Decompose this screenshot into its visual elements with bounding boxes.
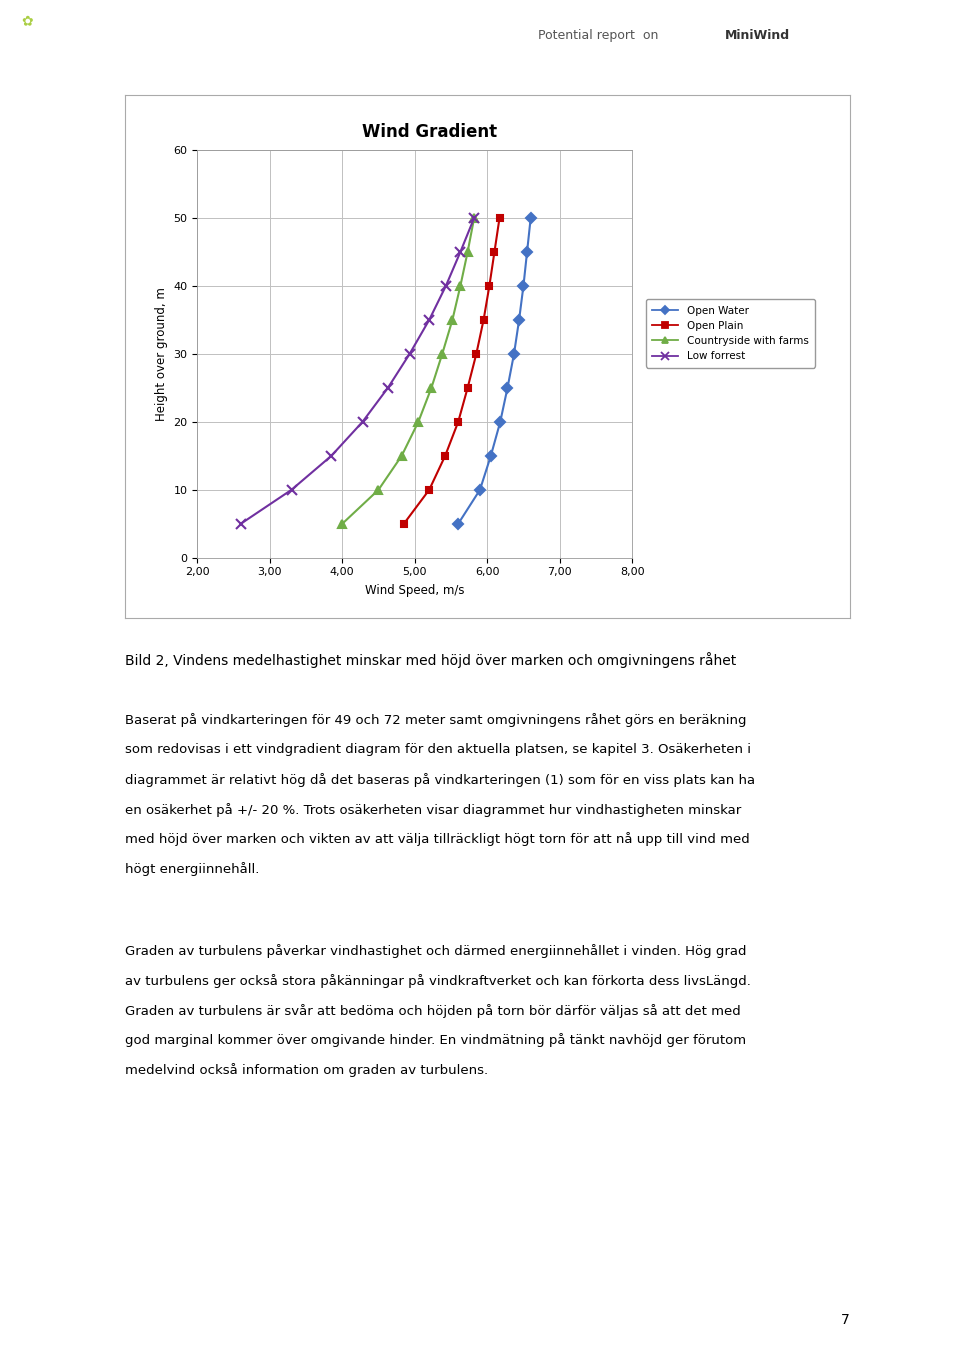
Low forrest (440, 278, 451, 295)
Low forrest (235, 516, 247, 532)
Text: med höjd över marken och vikten av att välja tillräckligt högt torn för att nå u: med höjd över marken och vikten av att v… (125, 832, 750, 846)
Low forrest (357, 414, 369, 430)
Low forrest (286, 482, 298, 498)
Open Water (494, 414, 506, 430)
Countryside with farms (462, 243, 473, 259)
Text: diagrammet är relativt hög då det baseras på vindkarteringen (1) som för en viss: diagrammet är relativt hög då det basera… (125, 773, 755, 786)
Open Water (517, 278, 529, 295)
Countryside with farms (446, 312, 458, 329)
Open Plain (452, 414, 464, 430)
Text: Bild 2, Vindens medelhastighet minskar med höjd över marken och omgivningens råh: Bild 2, Vindens medelhastighet minskar m… (125, 652, 736, 668)
Open Plain (493, 209, 505, 225)
Open Water (502, 380, 514, 397)
Text: Baserat på vindkarteringen för 49 och 72 meter samt omgivningens råhet görs en b: Baserat på vindkarteringen för 49 och 72… (125, 713, 746, 727)
Countryside with farms (372, 482, 384, 498)
Line: Countryside with farms: Countryside with farms (338, 213, 478, 528)
Text: som redovisas i ett vindgradient diagram för den aktuella platsen, se kapitel 3.: som redovisas i ett vindgradient diagram… (125, 743, 751, 756)
Open Water (452, 516, 464, 532)
Countryside with farms (455, 278, 467, 295)
Low forrest (468, 209, 480, 225)
Text: en osäkerhet på +/- 20 %. Trots osäkerheten visar diagrammet hur vindhastigheten: en osäkerhet på +/- 20 %. Trots osäkerhe… (125, 803, 741, 816)
Countryside with farms (425, 380, 437, 397)
Countryside with farms (396, 448, 407, 464)
Text: Potential report  on: Potential report on (538, 29, 666, 42)
Countryside with farms (468, 209, 480, 225)
Text: ruraPES: ruraPES (51, 31, 113, 46)
Open Water (485, 448, 496, 464)
Line: Low forrest: Low forrest (236, 213, 479, 528)
Text: ✿: ✿ (21, 14, 33, 29)
Low forrest (455, 243, 467, 259)
Open Plain (462, 380, 473, 397)
Low forrest (382, 380, 394, 397)
Low forrest (404, 346, 416, 363)
Open Water (514, 312, 525, 329)
Text: Graden av turbulens är svår att bedöma och höjden på torn bör därför väljas så a: Graden av turbulens är svår att bedöma o… (125, 1004, 740, 1017)
Low forrest (325, 448, 337, 464)
Open Plain (470, 346, 482, 363)
Text: MiniWind: MiniWind (725, 29, 790, 42)
Text: medelvind också information om graden av turbulens.: medelvind också information om graden av… (125, 1063, 488, 1077)
Open Water (474, 482, 486, 498)
Text: av turbulens ger också stora påkänningar på vindkraftverket och kan förkorta des: av turbulens ger också stora påkänningar… (125, 974, 751, 987)
Open Water (508, 346, 519, 363)
Open Plain (478, 312, 490, 329)
Legend: Open Water, Open Plain, Countryside with farms, Low forrest: Open Water, Open Plain, Countryside with… (646, 299, 815, 368)
Line: Open Plain: Open Plain (400, 215, 503, 527)
Open Plain (398, 516, 410, 532)
Text: Wind Gradient: Wind Gradient (362, 122, 496, 141)
Open Water (521, 243, 533, 259)
Text: högt energiinnehåll.: högt energiinnehåll. (125, 862, 259, 876)
Countryside with farms (336, 516, 348, 532)
Open Water (525, 209, 537, 225)
Open Plain (484, 278, 495, 295)
Open Plain (423, 482, 435, 498)
Low forrest (423, 312, 435, 329)
Text: 7: 7 (840, 1313, 850, 1327)
Open Plain (440, 448, 451, 464)
Open Plain (489, 243, 500, 259)
Y-axis label: Height over ground, m: Height over ground, m (155, 287, 168, 421)
Countryside with farms (437, 346, 448, 363)
Line: Open Water: Open Water (455, 215, 534, 527)
Text: god marginal kommer över omgivande hinder. En vindmätning på tänkt navhöjd ger f: god marginal kommer över omgivande hinde… (125, 1033, 746, 1047)
Text: Graden av turbulens påverkar vindhastighet och därmed energiinnehållet i vinden.: Graden av turbulens påverkar vindhastigh… (125, 944, 746, 957)
X-axis label: Wind Speed, m/s: Wind Speed, m/s (365, 584, 465, 598)
Countryside with farms (413, 414, 424, 430)
